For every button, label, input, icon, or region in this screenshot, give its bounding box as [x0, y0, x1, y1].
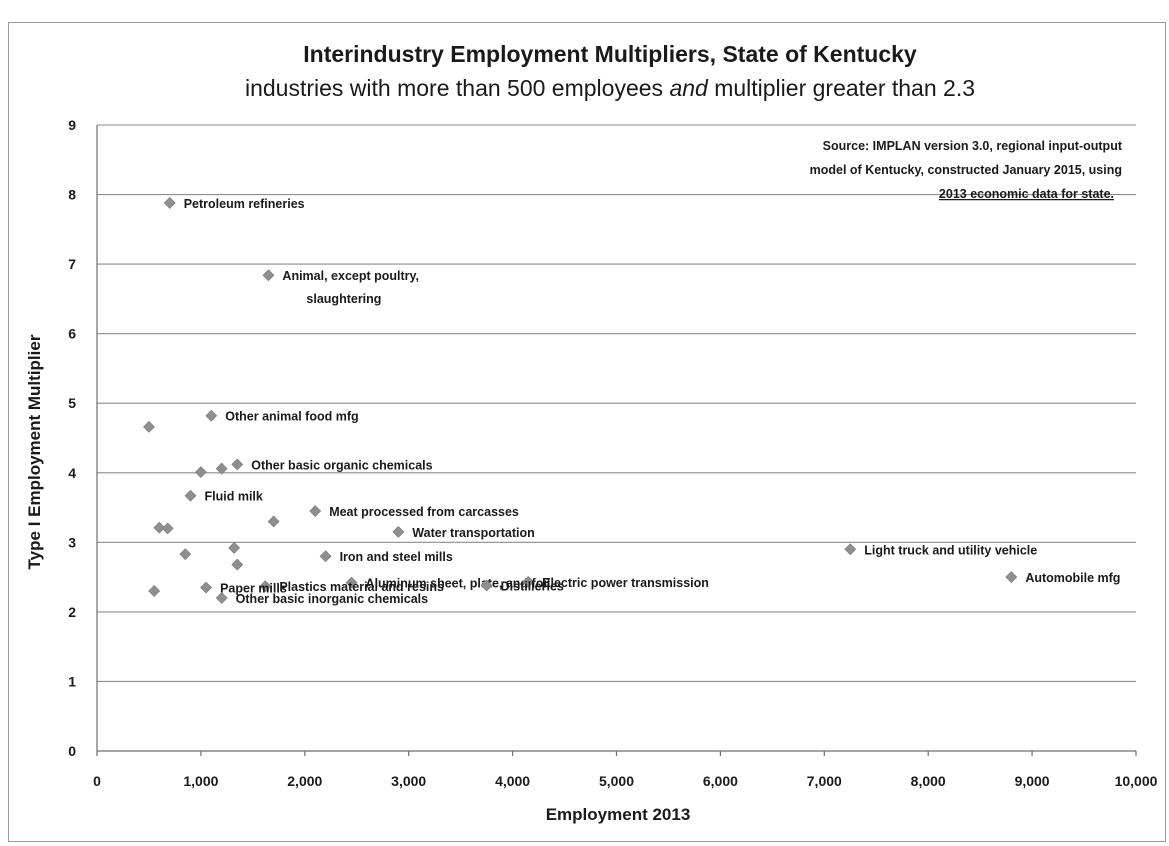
data-point	[262, 269, 275, 282]
data-point-label: Electric power transmission	[542, 576, 709, 590]
x-tick-label: 0	[93, 773, 101, 789]
data-point-label: Other basic organic chemicals	[251, 458, 432, 472]
data-point	[143, 420, 155, 433]
data-point-label: Fluid milk	[205, 490, 263, 504]
data-point-label: Plastics material and resins	[279, 580, 444, 594]
data-point	[522, 576, 535, 588]
data-point	[1005, 571, 1018, 584]
x-axis-label: Employment 2013	[546, 805, 691, 824]
grid-lines	[96, 124, 1137, 756]
y-tick-label: 5	[68, 395, 76, 411]
data-point	[161, 522, 174, 535]
x-tick-label: 8,000	[911, 773, 946, 789]
y-tick-label: 4	[68, 465, 76, 481]
x-tick-label: 10,000	[1115, 773, 1158, 789]
data-point	[215, 462, 228, 475]
data-point-label: Other animal food mfg	[225, 410, 358, 424]
data-point-label: Paper mills	[220, 582, 287, 596]
data-point	[844, 543, 857, 556]
data-point	[215, 592, 228, 604]
tick-labels: 0 1 2 3 4 5 6 7 8 9 0 1,000 2,000 3,000 4,000 5,000 6,00…	[68, 117, 1157, 789]
data-point	[259, 580, 272, 593]
data-point	[345, 576, 358, 589]
data-point	[184, 489, 197, 502]
data-point	[148, 585, 161, 597]
y-axis-label: Type I Employment Multiplier	[25, 334, 44, 569]
data-point-label: Other basic inorganic chemicals	[236, 592, 428, 606]
chart-title: Interindustry Employment Multipliers, St…	[303, 41, 917, 67]
data-point	[231, 558, 244, 571]
x-tick-label: 2,000	[287, 773, 322, 789]
data-point	[319, 550, 332, 563]
data-point	[200, 581, 213, 594]
data-point	[228, 541, 241, 554]
source-note-line-2: model of Kentucky, constructed January 2…	[810, 163, 1122, 177]
data-point	[205, 409, 218, 422]
data-point	[231, 458, 244, 471]
subtitle-part-1: industries with more than 500 employees	[245, 75, 669, 101]
y-tick-label: 7	[68, 256, 76, 272]
data-point-label: Light truck and utility vehicle	[864, 543, 1037, 557]
data-point-label: Iron and steel mills	[340, 550, 453, 564]
y-tick-label: 1	[68, 673, 76, 689]
data-point	[267, 515, 280, 528]
data-point	[163, 196, 176, 209]
x-tick-label: 9,000	[1015, 773, 1050, 789]
y-tick-label: 6	[68, 326, 76, 342]
y-tick-label: 2	[68, 604, 76, 620]
x-tick-label: 6,000	[703, 773, 738, 789]
y-tick-label: 0	[68, 743, 76, 759]
chart-frame	[8, 22, 1166, 842]
data-point	[194, 466, 207, 479]
chart-subtitle: industries with more than 500 employees …	[245, 75, 975, 101]
y-tick-label: 3	[68, 534, 76, 550]
y-tick-label: 8	[68, 187, 76, 203]
source-note-line-3: 2013 economic data for state.	[939, 187, 1114, 201]
data-point	[179, 548, 192, 561]
data-point-label: Water transportation	[412, 526, 534, 540]
x-tick-label: 4,000	[495, 773, 530, 789]
subtitle-part-2: and	[669, 75, 709, 101]
data-point	[153, 521, 166, 534]
data-point	[392, 525, 405, 538]
data-point-label: Meat processed from carcasses	[329, 505, 519, 519]
data-points: Petroleum refineries Animal, except poult…	[143, 197, 1120, 606]
y-tick-label: 9	[68, 117, 76, 133]
data-point	[480, 579, 493, 592]
data-point-label: Petroleum refineries	[184, 197, 305, 211]
data-point-label: Aluminum sheet, plate, and foil	[366, 577, 551, 591]
data-point-label: Automobile mfg	[1025, 571, 1120, 585]
subtitle-part-3: multiplier greater than 2.3	[708, 75, 975, 101]
data-point	[309, 505, 322, 517]
data-point-label: Animal, except poultry, slaughtering	[282, 269, 419, 306]
source-note-line-1: Source: IMPLAN version 3.0, regional inp…	[823, 139, 1123, 153]
x-tick-label: 5,000	[599, 773, 634, 789]
x-tick-label: 1,000	[183, 773, 218, 789]
x-tick-label: 7,000	[807, 773, 842, 789]
data-point-label: Distilleries	[501, 579, 564, 593]
x-tick-label: 3,000	[391, 773, 426, 789]
